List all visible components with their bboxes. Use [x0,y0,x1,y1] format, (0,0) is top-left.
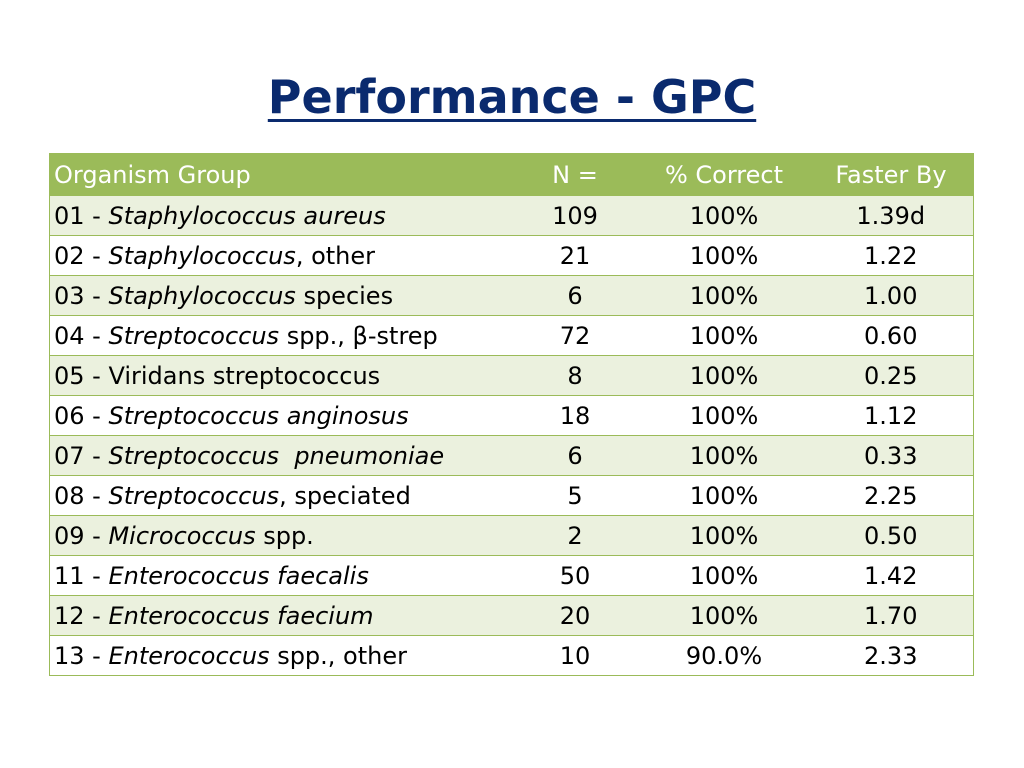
organism-prefix: 13 - [54,641,109,670]
header-organism-group: Organism Group [49,153,511,196]
faster-by-cell: 2.33 [808,635,974,676]
percent-correct-cell: 100% [639,235,809,276]
organism-group-cell: 08 - Streptococcus, speciated [49,475,511,516]
percent-correct-cell: 100% [639,355,809,396]
table-row: 04 - Streptococcus spp., β-strep 72 100% 0.… [49,315,974,356]
organism-group-cell: 09 - Micrococcus spp. [49,515,511,556]
percent-correct-cell: 100% [639,395,809,436]
faster-by-cell: 0.50 [808,515,974,556]
header-row: Organism Group N = % Correct Faster By [49,153,974,196]
table-header: Organism Group N = % Correct Faster By [49,153,974,196]
organism-prefix: 03 - [54,281,109,310]
organism-suffix: spp., β-strep [279,321,438,350]
table-row: 09 - Micrococcus spp. 2 100% 0.50 [49,515,974,556]
organism-prefix: 01 - [54,201,109,230]
organism-suffix: , speciated [279,481,411,510]
organism-group-cell: 11 - Enterococcus faecalis [49,555,511,596]
faster-by-cell: 1.22 [808,235,974,276]
organism-group-cell: 02 - Staphylococcus, other [49,235,511,276]
n-cell: 18 [510,395,640,436]
faster-by-cell: 1.12 [808,395,974,436]
percent-correct-cell: 100% [639,475,809,516]
n-cell: 50 [510,555,640,596]
percent-correct-cell: 90.0% [639,635,809,676]
table-row: 06 - Streptococcus anginosus 18 100% 1.12 [49,395,974,436]
n-cell: 21 [510,235,640,276]
organism-prefix: 05 - Viridans streptococcus [54,361,381,390]
organism-name-italic: Staphylococcus [108,281,296,310]
faster-by-cell: 1.00 [808,275,974,316]
organism-prefix: 11 - [54,561,109,590]
header-percent-correct: % Correct [639,153,809,196]
organism-group-cell: 03 - Staphylococcus species [49,275,511,316]
faster-by-cell: 1.70 [808,595,974,636]
table-row: 02 - Staphylococcus, other 21 100% 1.22 [49,235,974,276]
organism-name-italic: Micrococcus [108,521,256,550]
organism-suffix: spp., other [269,641,407,670]
organism-group-cell: 06 - Streptococcus anginosus [49,395,511,436]
organism-suffix: species [295,281,394,310]
percent-correct-cell: 100% [639,515,809,556]
organism-name-italic: Streptococcus anginosus [108,401,409,430]
organism-name-italic: Enterococcus faecalis [108,561,369,590]
header-n: N = [510,153,640,196]
n-cell: 10 [510,635,640,676]
organism-prefix: 12 - [54,601,109,630]
organism-group-cell: 04 - Streptococcus spp., β-strep [49,315,511,356]
n-cell: 6 [510,275,640,316]
faster-by-cell: 1.39d [808,195,974,236]
organism-name-italic: Streptococcus [108,481,280,510]
table-body: 01 - Staphylococcus aureus 109 100% 1.39d 02… [49,195,974,676]
organism-group-cell: 12 - Enterococcus faecium [49,595,511,636]
faster-by-cell: 1.42 [808,555,974,596]
table-row: 08 - Streptococcus, speciated 5 100% 2.25 [49,475,974,516]
table-row: 11 - Enterococcus faecalis 50 100% 1.42 [49,555,974,596]
table-row: 07 - Streptococcus pneumoniae 6 100% 0.33 [49,435,974,476]
table-row: 13 - Enterococcus spp., other 10 90.0% 2.33 [49,635,974,676]
percent-correct-cell: 100% [639,555,809,596]
organism-prefix: 09 - [54,521,109,550]
organism-name-italic: Enterococcus faecium [108,601,374,630]
organism-prefix: 07 - [54,441,109,470]
organism-group-cell: 01 - Staphylococcus aureus [49,195,511,236]
performance-table: Organism Group N = % Correct Faster By 0… [49,153,974,676]
organism-group-cell: 13 - Enterococcus spp., other [49,635,511,676]
organism-suffix: , other [295,241,376,270]
percent-correct-cell: 100% [639,195,809,236]
faster-by-cell: 0.60 [808,315,974,356]
slide-title: Performance - GPC [267,70,757,124]
organism-prefix: 02 - [54,241,109,270]
n-cell: 6 [510,435,640,476]
n-cell: 5 [510,475,640,516]
n-cell: 72 [510,315,640,356]
organism-prefix: 06 - [54,401,109,430]
n-cell: 2 [510,515,640,556]
organism-name-italic: Enterococcus [108,641,270,670]
percent-correct-cell: 100% [639,435,809,476]
organism-prefix: 04 - [54,321,109,350]
organism-prefix: 08 - [54,481,109,510]
n-cell: 20 [510,595,640,636]
n-cell: 8 [510,355,640,396]
percent-correct-cell: 100% [639,275,809,316]
table-row: 03 - Staphylococcus species 6 100% 1.00 [49,275,974,316]
table-row: 01 - Staphylococcus aureus 109 100% 1.39d [49,195,974,236]
organism-suffix: spp. [255,521,314,550]
faster-by-cell: 0.25 [808,355,974,396]
organism-name-italic: Staphylococcus [108,241,296,270]
header-faster-by: Faster By [808,153,974,196]
organism-group-cell: 05 - Viridans streptococcus [49,355,511,396]
percent-correct-cell: 100% [639,595,809,636]
faster-by-cell: 2.25 [808,475,974,516]
percent-correct-cell: 100% [639,315,809,356]
organism-name-italic: Streptococcus [108,321,280,350]
organism-group-cell: 07 - Streptococcus pneumoniae [49,435,511,476]
organism-name-italic: Streptococcus pneumoniae [108,441,445,470]
table-row: 05 - Viridans streptococcus 8 100% 0.25 [49,355,974,396]
table-row: 12 - Enterococcus faecium 20 100% 1.70 [49,595,974,636]
faster-by-cell: 0.33 [808,435,974,476]
n-cell: 109 [510,195,640,236]
organism-name-italic: Staphylococcus aureus [108,201,386,230]
